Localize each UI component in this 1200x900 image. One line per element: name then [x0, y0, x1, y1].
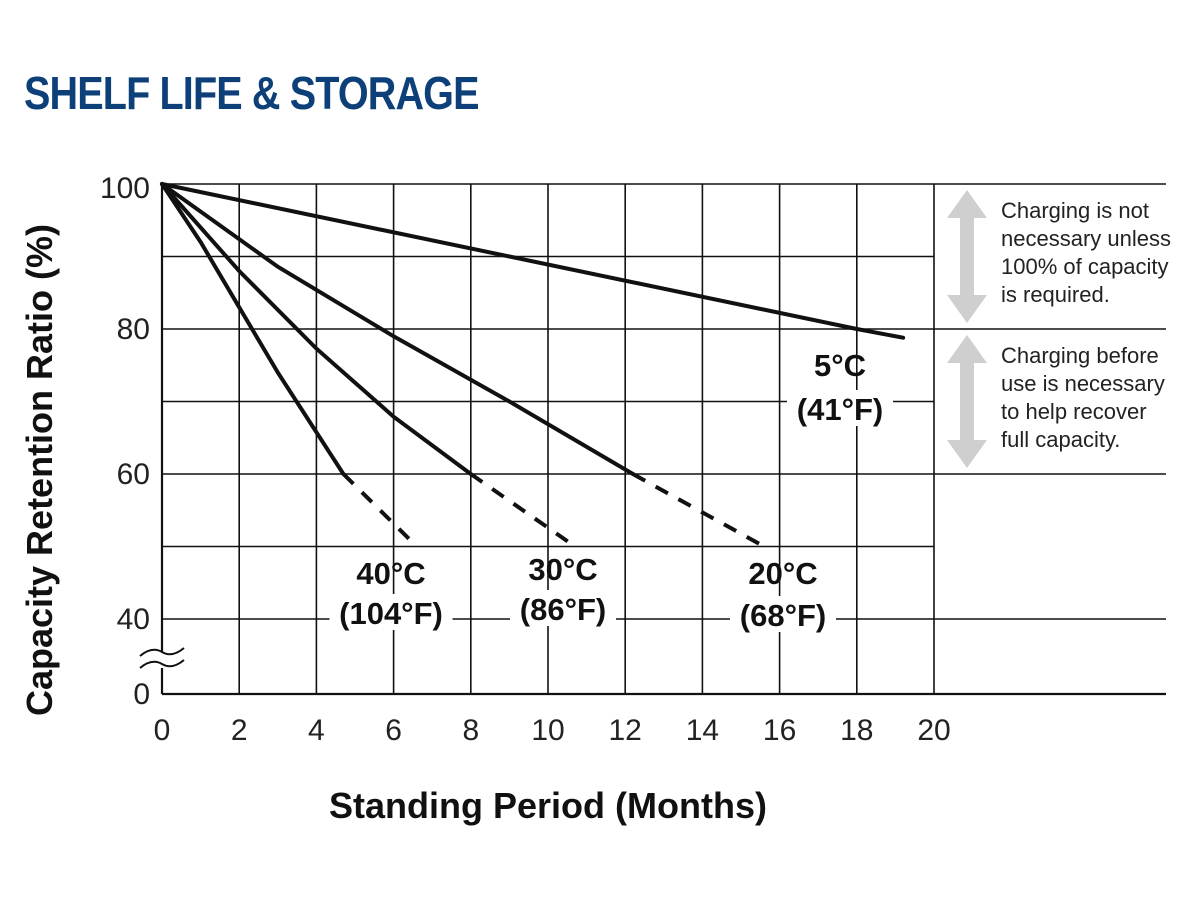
series-line-dashed — [631, 472, 766, 549]
chart-grid — [139, 183, 1166, 696]
double-arrow-icon — [947, 190, 987, 323]
x-tick-label: 14 — [686, 714, 719, 747]
series-label-temp-f: (41°F) — [797, 392, 883, 427]
zone-note-line: Charging is not — [1001, 198, 1149, 223]
page-title: SHELF LIFE & STORAGE — [24, 67, 479, 119]
series-label-background — [730, 596, 836, 632]
series-line-solid — [160, 182, 906, 340]
chart-tick-labels: 0 2 4 6 8 10 12 14 16 18 20 0 40 60 80 100 — [100, 172, 951, 747]
y-axis-title: Capacity Retention Ratio (%) — [19, 224, 60, 716]
y-tick-label: 80 — [117, 313, 150, 346]
series-line-solid — [160, 182, 473, 476]
zone-note-line: Charging before — [1001, 343, 1159, 368]
y-tick-label: 60 — [117, 458, 150, 491]
series-label-temp-c: 5°C — [814, 348, 866, 383]
x-tick-label: 18 — [840, 714, 873, 747]
series-label-temp-c: 40°C — [356, 556, 425, 591]
series-label-background — [510, 590, 616, 626]
x-tick-label: 2 — [231, 714, 248, 747]
x-tick-label: 6 — [385, 714, 402, 747]
series-label-temp-f: (68°F) — [740, 598, 826, 633]
axis-break-mark — [139, 647, 185, 657]
y-tick-label: 0 — [133, 678, 150, 711]
y-tick-label: 100 — [100, 172, 150, 205]
chart-curves — [160, 182, 906, 549]
x-tick-label: 0 — [154, 714, 171, 747]
series-label-temp-f: (86°F) — [520, 592, 606, 627]
x-axis-title: Standing Period (Months) — [329, 785, 767, 826]
zone-note-line: 100% of capacity — [1001, 254, 1169, 279]
axis-break-mark — [139, 659, 185, 669]
chart-series-labels: 5°C (41°F) 20°C (68°F) 30°C (86°F) 40°C (104°F) — [329, 348, 893, 633]
series-line-solid — [160, 182, 635, 476]
zone-note-line: is required. — [1001, 282, 1110, 307]
series-label-temp-c: 30°C — [528, 552, 597, 587]
double-arrow-icon — [947, 335, 987, 468]
series-line-solid — [160, 182, 346, 476]
series-label-temp-c: 20°C — [748, 556, 817, 591]
series-label-background — [329, 594, 453, 630]
x-tick-label: 10 — [531, 714, 564, 747]
x-tick-label: 4 — [308, 714, 325, 747]
y-tick-label: 40 — [117, 603, 150, 636]
series-label-background — [787, 390, 893, 426]
series-line-dashed — [469, 472, 577, 549]
zone-note-line: necessary unless — [1001, 226, 1171, 251]
zone-note-line: full capacity. — [1001, 427, 1120, 452]
zone-note-line: use is necessary — [1001, 371, 1165, 396]
x-tick-label: 20 — [917, 714, 950, 747]
series-label-temp-f: (104°F) — [339, 596, 443, 631]
x-tick-label: 16 — [763, 714, 796, 747]
x-tick-label: 12 — [609, 714, 642, 747]
zone-note-line: to help recover — [1001, 399, 1147, 424]
x-tick-label: 8 — [462, 714, 479, 747]
chart-zone-notes: Charging is not necessary unless 100% of c… — [947, 190, 1171, 468]
series-line-dashed — [341, 472, 419, 548]
